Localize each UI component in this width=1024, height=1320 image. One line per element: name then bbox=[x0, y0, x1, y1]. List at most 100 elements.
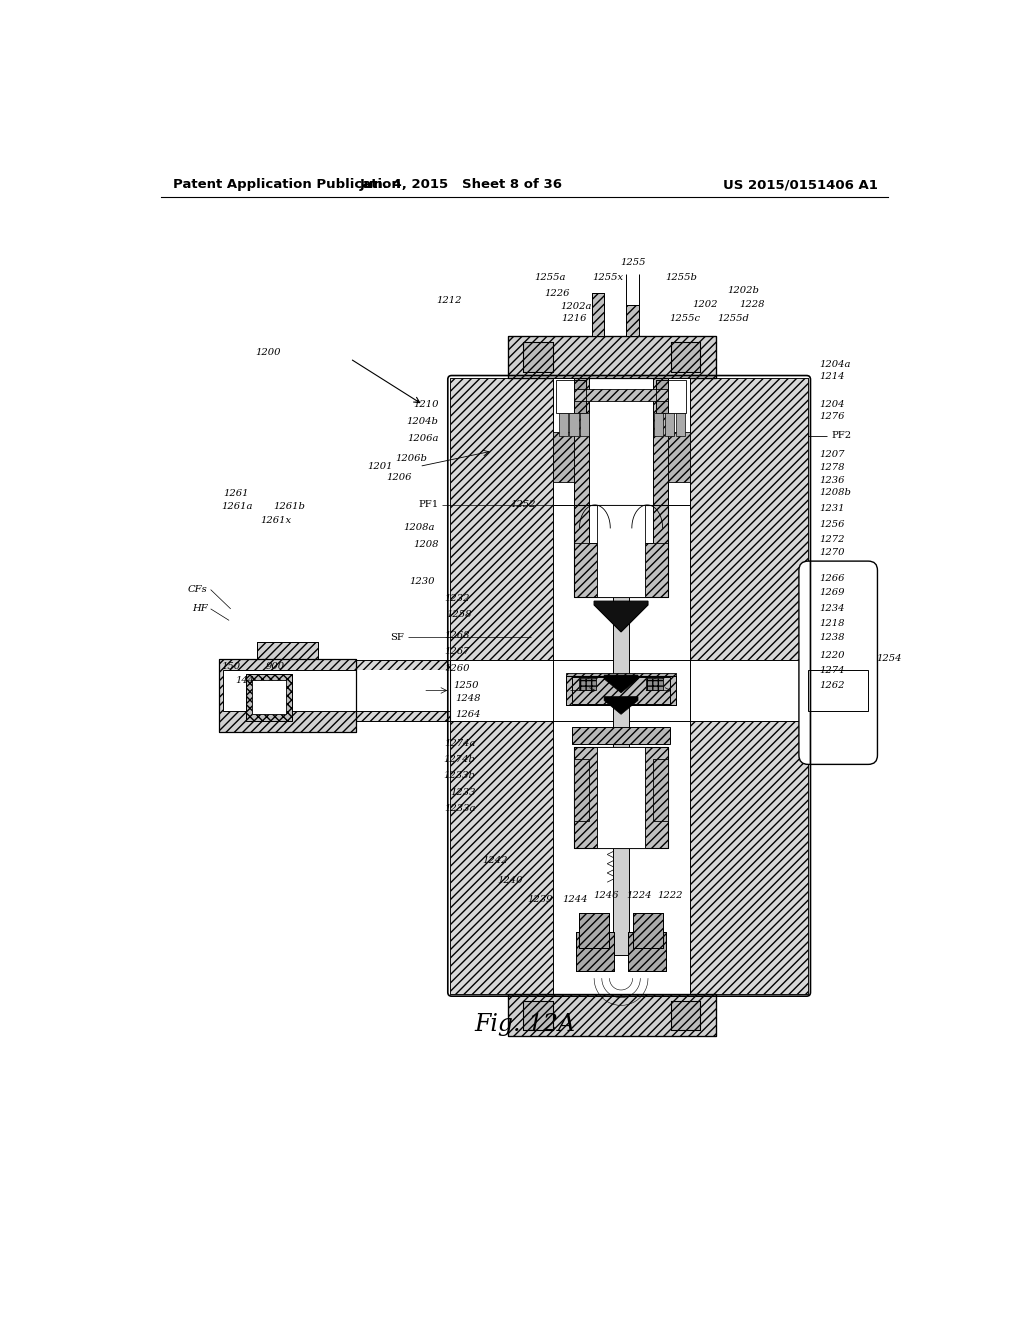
Text: 1231: 1231 bbox=[819, 504, 845, 513]
Text: PF2: PF2 bbox=[831, 432, 851, 440]
Bar bbox=[559, 413, 568, 436]
Bar bbox=[574, 378, 590, 544]
Text: HF: HF bbox=[191, 605, 208, 614]
Text: 1234: 1234 bbox=[819, 605, 845, 614]
Bar bbox=[654, 413, 664, 436]
Bar bbox=[523, 1001, 553, 1030]
Bar bbox=[508, 335, 716, 378]
Bar bbox=[665, 413, 674, 436]
Bar bbox=[354, 669, 451, 711]
Bar bbox=[523, 1001, 553, 1030]
Text: 1261: 1261 bbox=[223, 488, 249, 498]
Bar bbox=[580, 678, 596, 690]
Text: 1230: 1230 bbox=[410, 577, 435, 586]
Text: 1260: 1260 bbox=[443, 664, 469, 673]
Text: 1272: 1272 bbox=[819, 535, 845, 544]
Polygon shape bbox=[604, 697, 638, 714]
Bar bbox=[257, 642, 318, 659]
Text: 1274b: 1274b bbox=[443, 755, 475, 763]
Bar bbox=[219, 659, 356, 733]
Bar bbox=[580, 913, 608, 948]
Text: 1264: 1264 bbox=[456, 710, 481, 719]
Bar bbox=[257, 642, 318, 659]
Text: 1207: 1207 bbox=[819, 450, 845, 459]
Bar bbox=[451, 378, 553, 994]
Bar bbox=[656, 380, 686, 412]
Bar bbox=[671, 342, 700, 372]
Text: PF1: PF1 bbox=[419, 500, 438, 510]
Bar bbox=[613, 378, 629, 956]
Text: 1267: 1267 bbox=[443, 647, 469, 656]
Text: 1212: 1212 bbox=[436, 297, 462, 305]
FancyBboxPatch shape bbox=[799, 561, 878, 764]
Bar bbox=[553, 378, 689, 389]
Bar bbox=[451, 660, 808, 721]
Bar bbox=[591, 378, 651, 506]
Text: 1256: 1256 bbox=[819, 520, 845, 528]
Text: 1242: 1242 bbox=[482, 857, 508, 865]
Text: 1206: 1206 bbox=[386, 474, 412, 482]
Bar bbox=[574, 747, 668, 847]
Bar bbox=[523, 342, 553, 372]
Bar bbox=[676, 413, 685, 436]
Text: 1261a: 1261a bbox=[221, 502, 253, 511]
Bar bbox=[628, 932, 667, 970]
Bar bbox=[571, 677, 671, 705]
Bar bbox=[645, 506, 668, 598]
Text: 1214: 1214 bbox=[819, 372, 845, 380]
Bar bbox=[580, 913, 608, 948]
Text: 1201: 1201 bbox=[367, 462, 392, 471]
Text: 1233b: 1233b bbox=[443, 771, 475, 780]
Text: 1222: 1222 bbox=[656, 891, 682, 900]
Text: Fig. 12A: Fig. 12A bbox=[474, 1014, 575, 1036]
Bar bbox=[553, 378, 574, 506]
Bar bbox=[627, 305, 639, 335]
Bar bbox=[634, 913, 663, 948]
Text: 1220: 1220 bbox=[819, 651, 845, 660]
Text: 1248: 1248 bbox=[456, 694, 481, 704]
Text: 1206b: 1206b bbox=[395, 454, 427, 463]
Bar bbox=[553, 378, 591, 506]
Text: 1255a: 1255a bbox=[535, 273, 565, 282]
Bar bbox=[566, 673, 676, 696]
Text: 1246: 1246 bbox=[593, 891, 618, 900]
Bar bbox=[523, 342, 553, 372]
Text: 1255d: 1255d bbox=[717, 314, 750, 323]
Text: 1202a: 1202a bbox=[560, 302, 592, 310]
Bar bbox=[628, 932, 667, 970]
Bar bbox=[574, 389, 668, 401]
Bar bbox=[508, 994, 716, 1036]
Bar bbox=[451, 721, 808, 994]
Bar bbox=[668, 432, 689, 482]
Text: 1218: 1218 bbox=[819, 619, 845, 628]
Bar bbox=[556, 380, 586, 412]
Bar bbox=[571, 677, 671, 705]
Bar bbox=[810, 579, 866, 746]
Text: 1261x: 1261x bbox=[260, 516, 291, 525]
Text: 1278: 1278 bbox=[819, 463, 845, 473]
Text: 1252: 1252 bbox=[511, 500, 536, 510]
Text: 1261b: 1261b bbox=[273, 502, 305, 511]
Bar bbox=[652, 759, 668, 821]
Bar bbox=[592, 293, 604, 335]
Bar bbox=[634, 913, 663, 948]
Text: 1200: 1200 bbox=[255, 348, 281, 356]
Text: 144: 144 bbox=[234, 676, 254, 685]
Text: 1244: 1244 bbox=[562, 895, 588, 904]
Bar bbox=[451, 378, 808, 660]
Text: 1226: 1226 bbox=[544, 289, 569, 297]
Text: 1268: 1268 bbox=[443, 631, 469, 640]
Bar bbox=[651, 378, 689, 506]
Text: 1236: 1236 bbox=[819, 475, 845, 484]
Bar bbox=[553, 378, 689, 994]
Bar bbox=[646, 678, 663, 690]
Text: 1250: 1250 bbox=[453, 681, 478, 689]
Text: Jun. 4, 2015   Sheet 8 of 36: Jun. 4, 2015 Sheet 8 of 36 bbox=[360, 178, 563, 191]
Bar bbox=[556, 380, 586, 412]
Text: 1208a: 1208a bbox=[403, 524, 435, 532]
Bar bbox=[656, 380, 686, 412]
Text: 1238: 1238 bbox=[819, 632, 845, 642]
Bar bbox=[671, 342, 700, 372]
Bar bbox=[627, 305, 639, 335]
Bar bbox=[571, 726, 671, 743]
